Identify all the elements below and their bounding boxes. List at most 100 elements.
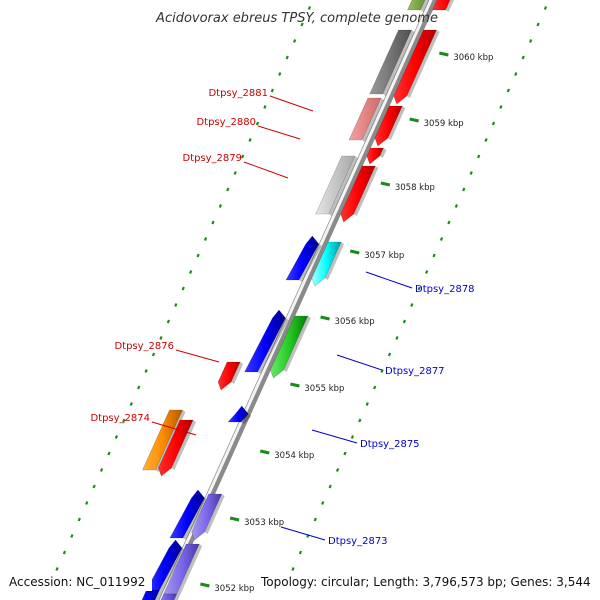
gene-blue-2877-shade	[257, 318, 289, 374]
leader-line	[365, 271, 413, 289]
rail-dot	[285, 55, 289, 60]
rail-dot	[313, 517, 317, 522]
rail-dot	[181, 286, 185, 291]
gene-red-2876	[217, 361, 241, 391]
rail-dot	[137, 385, 141, 390]
rail-dot	[77, 517, 81, 522]
rail-dot	[298, 550, 303, 555]
rail-dot	[373, 385, 377, 390]
rail-dot	[417, 286, 421, 291]
gene-red-2882	[393, 29, 437, 105]
scale-tick-label: 3054 kbp	[274, 451, 314, 461]
scale-tick-mark	[229, 516, 240, 522]
gene-label-dtpsy_2876[interactable]: Dtpsy_2876	[114, 341, 174, 352]
rail-dot	[521, 55, 525, 60]
rail-dot	[211, 220, 215, 225]
rail-dot	[477, 154, 481, 159]
rail-dot	[335, 468, 340, 472]
leader-line	[175, 349, 220, 363]
gene-label-dtpsy_2873[interactable]: Dtpsy_2873	[328, 536, 388, 547]
rail-dot	[129, 402, 133, 406]
rail-dot	[151, 352, 156, 357]
rail-dot	[432, 253, 436, 258]
rail-dot	[439, 237, 444, 241]
rail-dot	[255, 121, 260, 126]
gene-blue-bottom-shade	[155, 590, 163, 600]
gene-blue-2878-shade	[299, 244, 322, 282]
rail-dot	[321, 501, 325, 505]
rail-dot	[99, 468, 104, 472]
gene-label-dtpsy_2878[interactable]: Dtpsy_2878	[415, 284, 475, 295]
rail-dot	[107, 451, 111, 456]
rail-dot	[462, 187, 466, 192]
scale-tick-mark	[380, 181, 391, 187]
rail-dot	[380, 369, 384, 373]
gene-purple-bottom	[160, 593, 178, 600]
rail-dot	[174, 303, 178, 307]
backbone-core	[159, 0, 433, 600]
scale-tick-mark	[200, 582, 210, 588]
rail-dot	[543, 6, 548, 10]
gene-label-dtpsy_2880[interactable]: Dtpsy_2880	[196, 117, 256, 128]
gene-olive-shade	[420, 0, 429, 12]
gene-pink-2881-shade	[362, 98, 384, 142]
rail-dot	[410, 303, 414, 307]
rail-dot	[166, 319, 171, 324]
rail-dot	[350, 435, 355, 439]
rail-dot	[328, 484, 332, 489]
gene-purple-2873a-shade	[204, 494, 225, 534]
footer-left-backing	[0, 571, 152, 591]
gene-green-2877	[270, 315, 309, 379]
rail-dot	[159, 336, 163, 340]
topology-summary: Topology: circular; Length: 3,796,573 bp…	[260, 575, 591, 589]
gene-purple-2873a	[191, 493, 223, 541]
gene-cyan-2878	[311, 241, 342, 287]
map-title: Acidovorax ebreus TPSY, complete genome	[155, 11, 438, 26]
footer-right-backing	[256, 571, 600, 591]
rail-dot	[536, 22, 540, 27]
gene-label-dtpsy_2877[interactable]: Dtpsy_2877	[385, 366, 445, 377]
rail-dot	[270, 88, 274, 93]
rail-dot	[491, 121, 496, 126]
rail-dot	[499, 105, 503, 109]
gene-label-dtpsy_2879[interactable]: Dtpsy_2879	[182, 153, 242, 164]
gene-grey	[369, 29, 412, 95]
rail-dot	[293, 39, 297, 43]
rail-dot	[85, 501, 89, 505]
scale-tick-label: 3056 kbp	[335, 317, 375, 327]
rail-dot	[114, 435, 119, 439]
gene-blue-bottom	[141, 589, 160, 600]
scale-tick-mark	[349, 249, 360, 255]
scale-tick-mark	[259, 449, 270, 455]
tick-rails	[47, 6, 548, 588]
rail-dot	[506, 88, 510, 93]
scale-tick-label: 3059 kbp	[424, 119, 464, 129]
gene-blue-2878	[285, 235, 320, 281]
gene-blue-2873a-shade	[182, 498, 208, 540]
gene-red-2876-shade	[231, 362, 244, 384]
gene-blue-2875-shade	[241, 414, 252, 424]
scale-tick-label: 3058 kbp	[395, 183, 435, 193]
gene-pink-2881	[348, 97, 382, 141]
gene-purple-2873b-shade	[176, 544, 203, 596]
leader-line	[243, 161, 289, 179]
gene-labels: Dtpsy_2881 Dtpsy_2880 Dtpsy_2879 Dtpsy_2878…	[90, 88, 474, 547]
rail-dot	[365, 402, 369, 406]
gene-label-dtpsy_2874[interactable]: Dtpsy_2874	[90, 413, 150, 424]
gene-label-dtpsy_2875[interactable]: Dtpsy_2875	[360, 439, 420, 450]
gene-red-2882-shade	[406, 30, 440, 98]
rail-dot	[241, 154, 245, 159]
rail-dot	[189, 270, 193, 274]
gene-lightgrey-2879-shade	[328, 156, 358, 216]
gene-blue-2873b-shade	[159, 548, 185, 592]
rail-dot	[395, 336, 399, 340]
leader-line	[151, 421, 197, 436]
scale-tick-label: 3060 kbp	[453, 53, 493, 63]
gene-red-2874b	[158, 419, 194, 477]
leader-line	[269, 95, 314, 112]
gene-red-top-shade	[445, 0, 454, 12]
gene-purple-bottom-shade	[173, 594, 180, 600]
gene-orange-2874	[142, 409, 183, 471]
gene-label-dtpsy_2881[interactable]: Dtpsy_2881	[208, 88, 268, 99]
